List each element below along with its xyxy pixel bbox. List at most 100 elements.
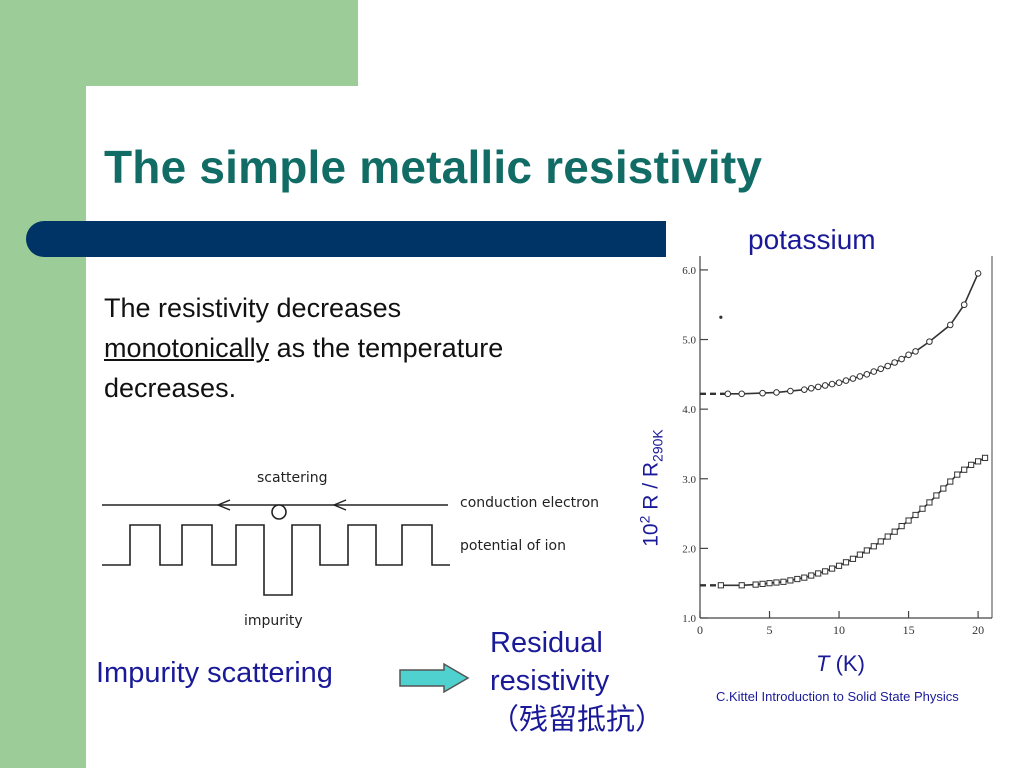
data-point-square [794,575,801,583]
impurity-scattering-label: Impurity scattering [96,657,333,689]
x-tick-label: 5 [767,623,773,637]
data-point-square [835,562,843,569]
data-point-circle [960,301,968,309]
y-tick-label: 3.0 [682,474,696,486]
data-point-circle [807,384,815,392]
data-point-square [773,579,780,586]
data-point-square [752,581,759,588]
data-point-circle [835,379,843,386]
data-point-circle [828,380,836,388]
data-point-square [968,461,975,468]
content-panel [86,86,1024,768]
ylabel-pre: 10 [639,523,663,547]
data-point-square [759,580,766,587]
y-tick-label: 4.0 [682,404,696,416]
fit-curve [720,457,986,587]
ylabel-sup: 2 [636,515,653,524]
paragraph-underlined: monotonically [104,333,270,363]
data-point-circle [891,359,898,366]
data-point-square [815,570,822,577]
data-point-circle [926,338,933,345]
data-point-circle [849,375,857,382]
description-paragraph: The resistivity decreases monotonically … [104,288,514,408]
data-point-square [974,458,982,465]
data-point-circle [912,348,919,355]
data-point-circle [974,270,982,277]
data-point-square [828,565,836,572]
x-tick-label: 10 [833,623,845,637]
y-tick-label: 1.0 [682,613,696,625]
ion-potential-wave [102,524,450,596]
y-tick-label: 5.0 [682,335,696,347]
residual-resistivity-label: Residual resistivity （残留抵抗） [490,624,664,738]
data-point-square [863,547,870,554]
left-arrow-icon [216,499,231,511]
data-point-square [884,533,891,540]
x-tick-label: 15 [903,623,915,637]
data-point-square [912,511,919,519]
data-point-square [940,485,947,492]
data-point-square [822,568,829,575]
data-point-square [780,578,787,585]
data-point-circle [863,371,871,378]
data-point-square [787,577,794,584]
data-point-circle [821,382,829,389]
data-point-square [898,523,905,530]
xlabel-italic: T [816,651,830,676]
data-point-circle [738,390,746,398]
x-tick-label: 0 [697,623,703,637]
data-point-circle [800,386,808,393]
data-point-square [717,582,724,589]
data-point-square [842,559,850,566]
data-point-circle [877,365,885,373]
data-point-square [926,499,933,506]
ylabel-mid: R / R [639,461,663,516]
data-point-square [801,574,808,581]
data-point-circle [898,355,905,363]
data-point-square [905,517,912,524]
potential-of-ion-label: potential of ion [460,538,566,554]
resistivity-chart: 1.0 2.0 3.0 4.0 5.0 6.0 0 5 10 15 20 [682,256,993,637]
slide-title: The simple metallic resistivity [104,141,763,193]
data-point-circle [773,389,780,396]
data-point-square [808,572,815,579]
paragraph-part2: as the temperature decreases. [104,333,504,403]
y-axis-label: 102 R / R290K [636,429,665,547]
data-point-square [870,543,877,550]
data-point-square [933,492,940,499]
data-point-square [947,478,954,485]
data-point-circle [724,390,732,398]
impurity-label: impurity [244,613,303,629]
data-point-circle [759,389,766,397]
residual-line2: resistivity [490,665,610,697]
data-point-circle [842,377,850,384]
data-point-circle [814,383,822,391]
conduction-electron-label: conduction electron [460,495,599,511]
paragraph-part1: The resistivity decreases [104,293,402,323]
data-point-square [919,505,926,512]
residual-line1: Residual [490,627,603,659]
right-arrow-icon [399,662,470,694]
scattering-diagram: scattering impurity conduction electron … [102,470,599,629]
x-tick-label: 20 [972,623,984,637]
data-point-square [738,582,745,589]
data-point-circle [884,362,892,370]
credit-text: C.Kittel Introduction to Solid State Phy… [716,689,959,704]
left-arrow-icon [332,499,347,511]
ylabel-sub: 290K [649,429,666,462]
data-point-square [891,528,898,535]
scattering-label: scattering [257,470,328,486]
data-point-square [981,454,989,461]
data-point-square [954,471,961,478]
data-point-circle [787,387,794,395]
residual-line3: （残留抵抗） [490,702,665,736]
title-accent-bar [26,221,666,257]
green-left-strip [0,0,86,768]
y-tick-label: 6.0 [682,265,696,277]
xlabel-rest: (K) [829,651,865,676]
data-point-dot [719,315,723,319]
data-point-square [877,538,884,545]
y-tick-label: 2.0 [682,543,696,555]
data-point-circle [905,351,912,359]
data-point-circle [946,321,954,329]
